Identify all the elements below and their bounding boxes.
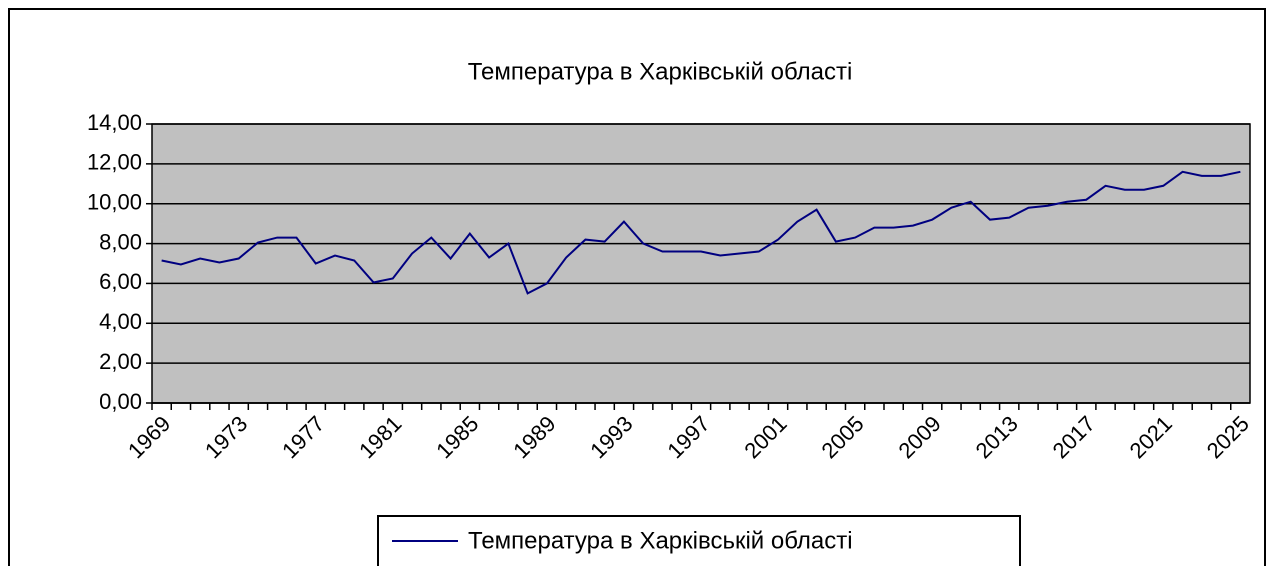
plot-area xyxy=(151,123,1251,404)
series-line xyxy=(161,170,1241,295)
y-tick-label: 10,00 xyxy=(87,190,142,215)
y-tick-label: 12,00 xyxy=(87,150,142,175)
y-tick-label: 6,00 xyxy=(99,269,142,294)
legend-label: Температура в Харківській області xyxy=(468,527,853,554)
y-tick-label: 14,00 xyxy=(87,110,142,135)
y-tick-label: 8,00 xyxy=(99,229,142,254)
legend-box xyxy=(377,515,1021,566)
y-tick-label: 0,00 xyxy=(99,389,142,414)
chart-title: Температура в Харківській області xyxy=(468,58,853,85)
y-tick-label: 4,00 xyxy=(99,309,142,334)
y-tick-label: 2,00 xyxy=(99,349,142,374)
